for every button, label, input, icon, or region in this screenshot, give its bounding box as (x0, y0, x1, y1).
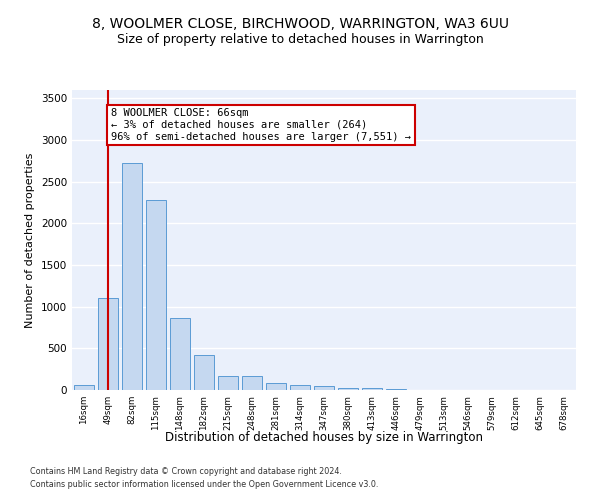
Text: Size of property relative to detached houses in Warrington: Size of property relative to detached ho… (116, 32, 484, 46)
Bar (314, 386, 334, 390)
Bar (266, 382, 286, 390)
Bar (362, 388, 382, 390)
Bar (146, 200, 166, 390)
Bar (122, 162, 142, 390)
Bar (218, 376, 238, 390)
Text: Contains public sector information licensed under the Open Government Licence v3: Contains public sector information licen… (30, 480, 379, 489)
Text: Contains HM Land Registry data © Crown copyright and database right 2024.: Contains HM Land Registry data © Crown c… (30, 467, 342, 476)
Bar (194, 355, 214, 390)
Text: Distribution of detached houses by size in Warrington: Distribution of detached houses by size … (165, 431, 483, 444)
Bar (242, 376, 262, 390)
Bar (290, 386, 310, 390)
Y-axis label: Number of detached properties: Number of detached properties (25, 152, 35, 328)
Text: 8 WOOLMER CLOSE: 66sqm
← 3% of detached houses are smaller (264)
96% of semi-det: 8 WOOLMER CLOSE: 66sqm ← 3% of detached … (111, 108, 411, 142)
Bar (170, 318, 190, 390)
Bar (338, 388, 358, 390)
Bar (74, 385, 94, 390)
Bar (98, 298, 118, 390)
Text: 8, WOOLMER CLOSE, BIRCHWOOD, WARRINGTON, WA3 6UU: 8, WOOLMER CLOSE, BIRCHWOOD, WARRINGTON,… (91, 18, 509, 32)
Bar (386, 389, 406, 390)
